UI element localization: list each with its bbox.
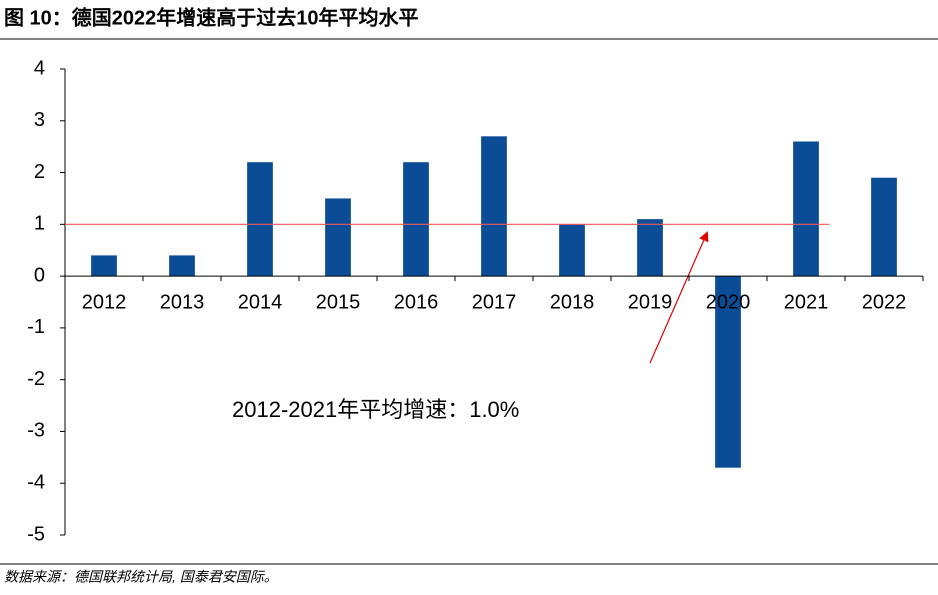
y-tick-label: 4: [34, 57, 45, 79]
y-tick-label: -2: [27, 368, 45, 390]
x-tick-label: 2018: [550, 291, 595, 313]
bar: [91, 255, 117, 277]
chart-title: 图 10：德国2022年增速高于过去10年平均水平: [4, 5, 419, 29]
x-tick-label: 2014: [238, 291, 283, 313]
bar: [247, 162, 273, 277]
source: 数据来源：德国联邦统计局, 国泰君安国际。: [4, 569, 278, 585]
x-tick-label: 2022: [862, 291, 907, 313]
x-tick-label: 2016: [394, 291, 439, 313]
bar: [715, 276, 741, 468]
bar: [481, 136, 507, 277]
annotation-arrow: [649, 231, 709, 364]
bar: [871, 177, 897, 277]
bar: [637, 219, 663, 277]
x-tick-label: 2012: [82, 291, 127, 313]
y-tick-label: -5: [27, 523, 45, 545]
x-tick-label: 2017: [472, 291, 517, 313]
y-tick-label: 3: [34, 109, 45, 131]
bar: [793, 141, 819, 277]
x-tick-label: 2021: [784, 291, 829, 313]
y-tick-label: 2: [34, 161, 45, 183]
y-tick-label: -1: [27, 316, 45, 338]
bar: [559, 224, 585, 277]
annotation: 2012-2021年平均增速：1.0%: [232, 397, 519, 422]
bar: [403, 162, 429, 277]
y-tick-label: -3: [27, 420, 45, 442]
y-tick-label: -4: [27, 472, 45, 494]
x-tick-label: 2020: [706, 291, 751, 313]
bar: [169, 255, 195, 277]
x-tick-label: 2013: [160, 291, 205, 313]
bar: [325, 198, 351, 277]
y-tick-label: 0: [34, 264, 45, 286]
x-tick-label: 2015: [316, 291, 361, 313]
y-tick-label: 1: [34, 213, 45, 235]
x-tick-label: 2019: [628, 291, 673, 313]
